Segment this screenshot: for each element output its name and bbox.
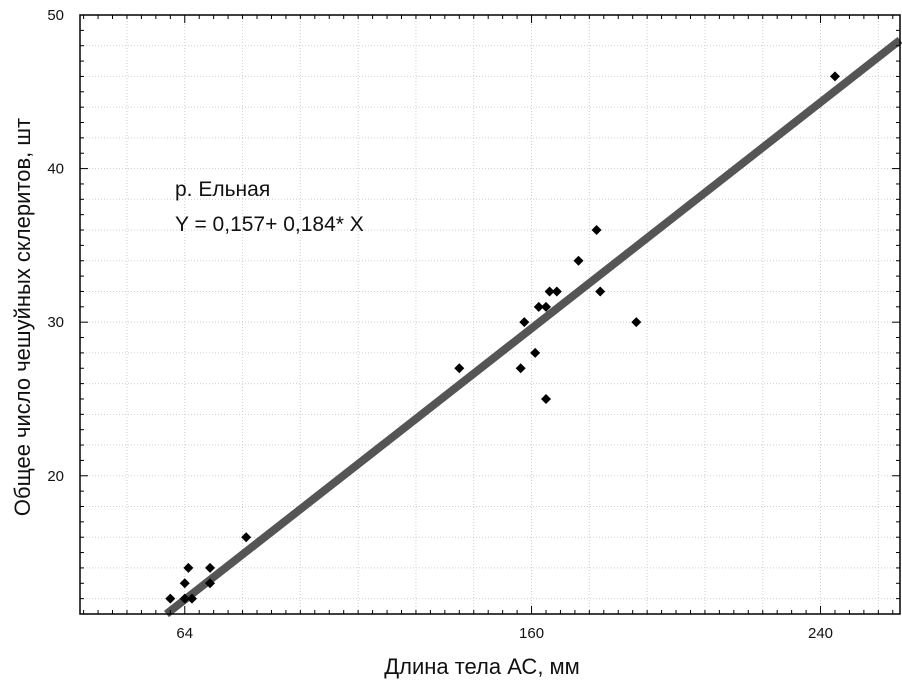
data-point <box>519 317 530 328</box>
data-point <box>165 593 176 604</box>
annotation-river: р. Ельная <box>175 178 270 201</box>
grid <box>80 15 900 614</box>
data-point <box>186 593 197 604</box>
data-point <box>595 286 606 297</box>
data-point <box>829 71 840 82</box>
data-point <box>631 317 642 328</box>
data-point <box>179 593 190 604</box>
data-point <box>544 286 555 297</box>
data-point <box>540 393 551 404</box>
y-tick-label: 50 <box>47 7 64 24</box>
data-point <box>179 578 190 589</box>
y-axis-label: Общее число чешуйных склеритов, шт <box>10 118 35 516</box>
y-tick-label: 30 <box>47 314 64 331</box>
regression-line-group <box>163 36 902 618</box>
plot-frame <box>79 14 901 615</box>
x-axis-label: Длина тела АС, мм <box>384 654 580 679</box>
data-point <box>515 363 526 374</box>
annotation-equation: Y = 0,157+ 0,184* X <box>175 213 364 236</box>
data-point <box>551 286 562 297</box>
data-point <box>454 363 465 374</box>
x-tick-label: 64 <box>176 625 193 642</box>
data-point <box>241 532 252 543</box>
ticks <box>80 14 900 615</box>
data-point <box>540 301 551 312</box>
data-point <box>533 301 544 312</box>
data-point <box>573 255 584 266</box>
y-tick-label: 20 <box>47 468 64 485</box>
data-point <box>205 578 216 589</box>
data-point <box>591 225 602 236</box>
tick-labels: 64 160 240 20 30 40 50 <box>47 7 833 642</box>
y-tick-label: 40 <box>47 161 64 178</box>
data-point <box>183 562 194 573</box>
data-points <box>165 71 840 604</box>
x-tick-label: 240 <box>808 625 833 642</box>
regression-line <box>163 36 902 618</box>
data-point <box>205 562 216 573</box>
x-tick-label: 160 <box>519 625 544 642</box>
data-point <box>530 347 541 358</box>
